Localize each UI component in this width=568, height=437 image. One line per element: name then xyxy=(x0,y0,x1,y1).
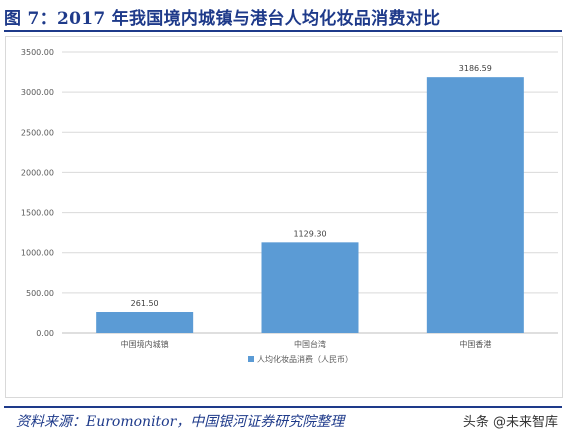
data-label: 261.50 xyxy=(131,299,159,308)
legend-swatch xyxy=(248,356,254,362)
figure-title: 图 7：2017 年我国境内城镇与港台人均化妆品消费对比 xyxy=(4,9,441,29)
data-label: 3186.59 xyxy=(459,64,492,73)
x-tick-label: 中国境内城镇 xyxy=(121,339,169,349)
bar xyxy=(261,242,359,333)
y-tick-label: 0.00 xyxy=(36,329,54,338)
data-labels: 261.50 1129.30 3186.59 xyxy=(131,64,492,308)
y-tick-label: 2500.00 xyxy=(21,128,54,137)
x-tick-label: 中国香港 xyxy=(459,339,491,349)
watermark: 头条 @未来智库 xyxy=(463,411,558,430)
watermark-text: 头条 @未来智库 xyxy=(462,415,558,430)
source-divider xyxy=(4,406,562,408)
chart-frame xyxy=(5,36,563,398)
y-axis-ticks: 0.00 500.00 1000.00 1500.00 2000.00 2500.00 30… xyxy=(21,48,54,338)
bars xyxy=(96,77,524,333)
y-tick-label: 3500.00 xyxy=(21,48,54,57)
y-tick-label: 3000.00 xyxy=(21,88,54,97)
y-tick-label: 2000.00 xyxy=(21,168,54,177)
bar xyxy=(96,312,194,333)
y-tick-label: 1000.00 xyxy=(21,249,54,258)
legend-label: 人均化妆品消费（人民币） xyxy=(257,354,353,364)
source-note: 资料来源：Euromonitor，中国银河证券研究院整理 xyxy=(16,414,345,430)
y-tick-label: 500.00 xyxy=(26,289,54,298)
x-axis-ticks: 中国境内城镇 中国台湾 中国香港 xyxy=(121,339,492,349)
legend: 人均化妆品消费（人民币） xyxy=(248,354,353,364)
bar xyxy=(426,77,524,333)
y-tick-label: 1500.00 xyxy=(21,209,54,218)
x-tick-label: 中国台湾 xyxy=(294,339,326,349)
data-label: 1129.30 xyxy=(293,229,326,238)
title-divider xyxy=(4,30,562,32)
